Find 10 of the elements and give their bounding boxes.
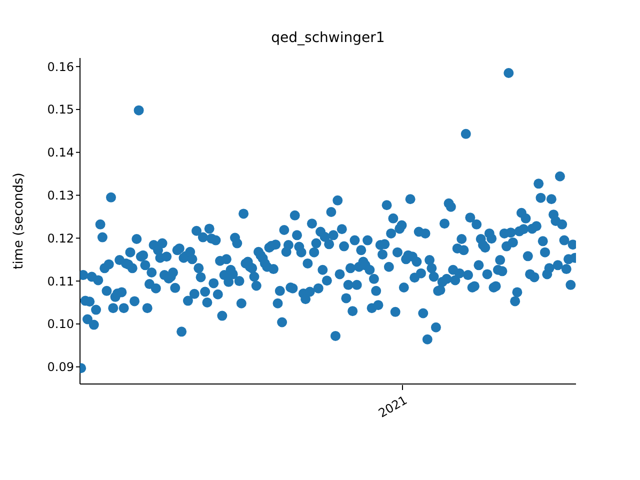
y-tick-label: 0.15 bbox=[47, 102, 74, 117]
y-tick-label: 0.11 bbox=[47, 274, 74, 288]
y-tick-label: 0.10 bbox=[47, 317, 74, 332]
chart-title: qed_schwinger1 bbox=[270, 30, 386, 46]
y-axis-title: time (seconds) bbox=[12, 172, 26, 270]
y-tick-label: 0.12 bbox=[47, 231, 74, 246]
y-tick-label: 0.16 bbox=[47, 60, 74, 74]
y-tick-label: 0.14 bbox=[47, 146, 74, 160]
y-tick-label: 0.09 bbox=[47, 360, 74, 374]
y-tick-label: 0.13 bbox=[47, 188, 74, 203]
